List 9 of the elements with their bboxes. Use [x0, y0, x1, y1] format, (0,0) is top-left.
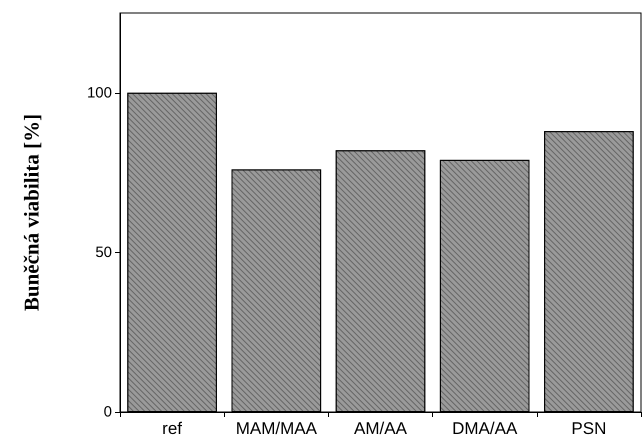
- x-tick-label: ref: [162, 419, 182, 438]
- x-tick-label: MAM/MAA: [236, 419, 318, 438]
- x-tick-label: AM/AA: [354, 419, 408, 438]
- y-tick-label: 50: [95, 244, 112, 261]
- x-tick-label: PSN: [571, 419, 606, 438]
- y-axis-title: Buněčná viabilita [%]: [20, 114, 44, 312]
- y-tick-label: 0: [104, 404, 112, 420]
- y-tick-label: 100: [86, 84, 112, 102]
- x-tick-label: DMA/AA: [452, 419, 518, 438]
